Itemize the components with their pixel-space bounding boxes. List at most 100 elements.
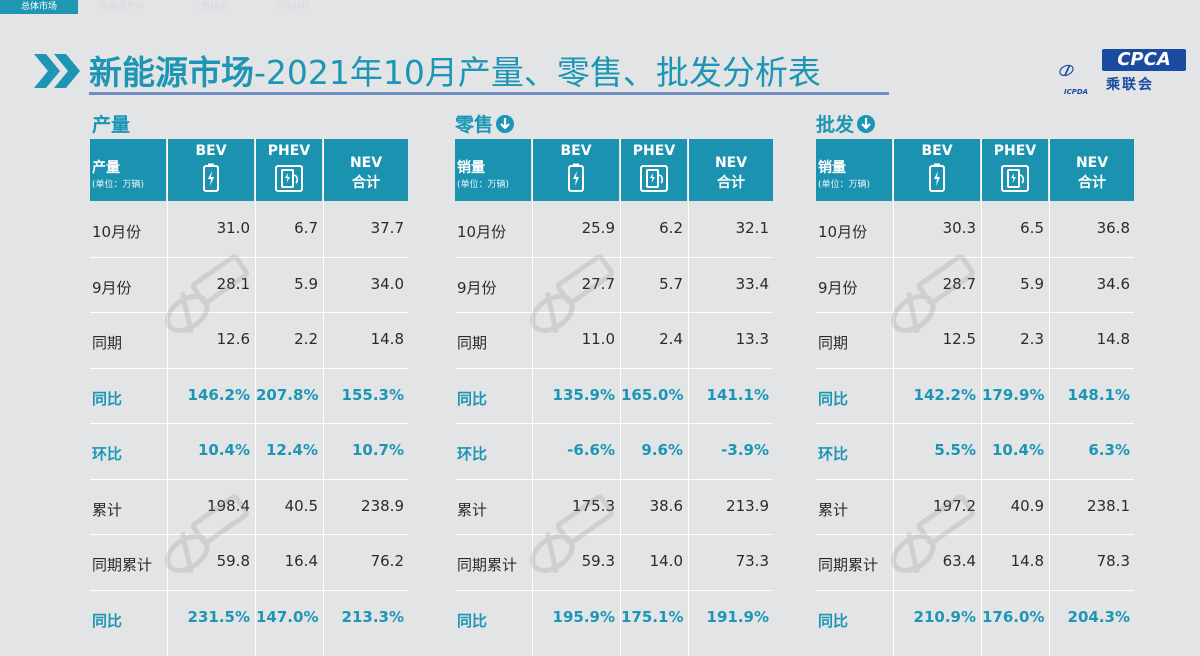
cell-phev: 179.9% (982, 385, 1045, 404)
cell-phev: 175.1% (621, 607, 684, 626)
row-label: 同比 (818, 389, 849, 408)
row-label: 同期累计 (457, 556, 518, 574)
cell-bev: 30.3 (942, 219, 976, 237)
section-wholesale: 批发 (816, 110, 876, 137)
row-label: 同期 (457, 334, 488, 352)
cell-bev: 12.5 (942, 330, 976, 348)
row-label: 环比 (457, 445, 488, 463)
tab-market-analysis[interactable]: 市场分析 (273, 2, 310, 12)
table-header-label: 产量 (单位：万辆) (90, 139, 166, 201)
cell-nev: 191.9% (706, 607, 769, 626)
plug-charger-icon (640, 165, 668, 192)
cell-bev: -6.6% (567, 441, 615, 459)
cell-nev: 73.3 (735, 552, 769, 570)
row-label: 10月份 (818, 223, 868, 241)
column-header-nev-label: NEV 合计 (714, 155, 748, 191)
cell-nev: 76.2 (370, 552, 404, 570)
plug-charger-icon (1001, 165, 1029, 192)
plug-charger-icon (275, 165, 303, 192)
cpca-logo-subtitle: 乘联会 (1106, 77, 1154, 93)
column-header-bev-label: BEV (195, 143, 227, 159)
tab-maker-ranking[interactable]: 厂商排名 (191, 2, 228, 12)
row-divider (455, 256, 773, 258)
row-label: 同比 (457, 389, 488, 408)
row-divider (816, 423, 1134, 424)
cell-nev: 36.8 (1096, 219, 1130, 237)
cell-phev: 5.9 (294, 274, 318, 293)
row-divider (816, 367, 1134, 369)
row-divider (90, 534, 408, 535)
table-header-title: 销量 (818, 160, 846, 176)
cell-phev: 2.4 (659, 330, 683, 348)
column-header-bev-label: BEV (921, 143, 953, 159)
row-label: 同比 (92, 389, 123, 408)
cell-bev: 198.4 (207, 496, 250, 515)
down-arrow-icon[interactable] (495, 114, 515, 134)
cell-nev: 78.3 (1096, 552, 1130, 570)
cpca-emblem-icon (1059, 64, 1074, 77)
column-header-phev-label: PHEV (632, 143, 676, 159)
column-header-phev: PHEV (982, 139, 1048, 201)
cell-nev: 37.7 (370, 219, 404, 237)
cell-phev: 6.7 (294, 219, 318, 237)
column-divider (893, 139, 894, 656)
cell-nev: 33.4 (735, 274, 769, 293)
cpca-emblem-caption: ICPDA (1064, 88, 1089, 96)
row-divider (90, 312, 408, 313)
table-header-unit: (单位：万辆) (457, 180, 510, 190)
tab-bar: 总体市场 新能源市场 厂商排名 市场分析 (0, 0, 1200, 14)
table-header-label: 销量 (单位：万辆) (816, 139, 892, 201)
cell-phev: 40.5 (284, 496, 318, 515)
row-label: 累计 (92, 500, 123, 519)
cpca-watermark-icon (891, 494, 975, 574)
tab-nev-market[interactable]: 新能源市场 (99, 2, 145, 12)
column-divider (688, 139, 689, 656)
cell-phev: 6.5 (1020, 219, 1044, 237)
cell-phev: 147.0% (256, 607, 319, 626)
down-arrow-icon[interactable] (856, 114, 876, 134)
cell-bev: 11.0 (581, 330, 615, 348)
row-label: 9月份 (457, 278, 497, 297)
table-header-label: 销量 (单位：万辆) (455, 139, 531, 201)
cell-bev: 28.7 (942, 274, 976, 293)
cell-bev: 210.9% (913, 607, 976, 626)
cell-phev: 5.7 (659, 274, 683, 293)
cell-nev: 10.7% (351, 441, 404, 459)
row-label: 同期 (92, 334, 123, 352)
section-production: 产量 (92, 114, 131, 136)
tab-overall-market[interactable]: 总体市场 (0, 0, 78, 14)
cell-phev: 2.2 (294, 330, 318, 348)
column-divider (620, 139, 621, 656)
column-header-phev: PHEV (256, 139, 322, 201)
cell-nev: 238.9 (361, 496, 404, 515)
row-divider (455, 589, 773, 591)
cell-phev: 40.9 (1010, 496, 1044, 515)
column-divider (323, 139, 324, 656)
cell-bev: 31.0 (216, 219, 250, 237)
cell-phev: 2.3 (1020, 330, 1044, 348)
column-header-phev-label: PHEV (267, 143, 311, 159)
cell-phev: 9.6% (641, 441, 683, 459)
row-label: 环比 (818, 445, 849, 463)
page-title-bold: 新能源市场 (89, 53, 254, 92)
cell-nev: 34.6 (1096, 274, 1130, 293)
row-label: 同比 (92, 611, 123, 630)
row-divider (455, 367, 773, 369)
cell-phev: 10.4% (991, 441, 1044, 459)
cell-nev: 6.3% (1088, 441, 1130, 459)
title-underline (89, 92, 889, 95)
column-header-nev-label: NEV 合计 (349, 155, 383, 191)
cell-bev: 142.2% (913, 385, 976, 404)
cell-phev: 5.9 (1020, 274, 1044, 293)
cell-bev: 231.5% (187, 607, 250, 626)
cell-nev: 34.0 (370, 274, 404, 293)
row-divider (90, 589, 408, 591)
row-divider (90, 423, 408, 424)
row-label: 累计 (457, 500, 488, 519)
cell-nev: 13.3 (735, 330, 769, 348)
cell-nev: 32.1 (735, 219, 769, 237)
cell-bev: 59.3 (581, 552, 615, 570)
column-header-bev-label: BEV (560, 143, 592, 159)
cell-phev: 14.0 (649, 552, 683, 570)
cell-nev: 213.9 (726, 496, 769, 515)
